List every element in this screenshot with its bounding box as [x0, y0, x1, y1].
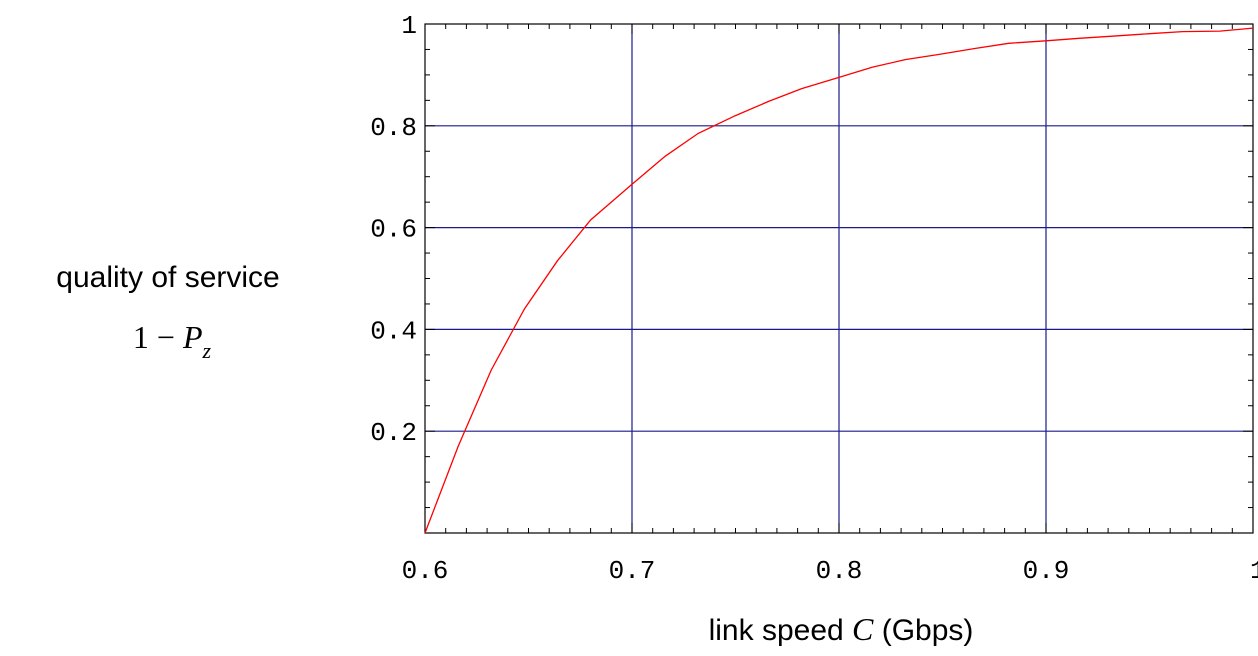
y-tick-label-0: 0.2: [370, 418, 417, 448]
y-axis-formula-var: P: [182, 319, 203, 355]
x-tick-label-3: 0.9: [1023, 556, 1070, 586]
y-axis-formula-prefix: 1 −: [133, 319, 183, 355]
y-tick-label-1: 0.4: [370, 316, 417, 346]
y-tick-label-3: 0.8: [370, 113, 417, 143]
y-tick-label-2: 0.6: [370, 215, 417, 245]
x-tick-labels: 0.6 0.7 0.8 0.9 1: [402, 556, 1258, 586]
y-axis-formula-sub: z: [202, 338, 212, 363]
tick-marks: [424, 23, 1254, 534]
x-tick-label-1: 0.7: [609, 556, 656, 586]
y-tick-label-4: 1: [401, 11, 417, 41]
y-axis-formula: 1 − Pz: [133, 319, 212, 363]
x-axis-label-prefix: link speed: [709, 614, 852, 647]
y-axis-label: quality of service: [56, 261, 279, 294]
x-tick-label-2: 0.8: [816, 556, 863, 586]
x-axis-label-var: C: [852, 611, 874, 647]
x-axis-label-suffix: (Gbps): [873, 614, 973, 647]
y-tick-labels: 0.2 0.4 0.6 0.8 1: [370, 11, 417, 448]
series-line: [424, 27, 1254, 534]
grid: [425, 24, 1253, 533]
x-axis-label: link speed C (Gbps): [709, 611, 974, 647]
x-tick-label-0: 0.6: [402, 556, 449, 586]
x-tick-label-4: 1: [1250, 556, 1258, 586]
